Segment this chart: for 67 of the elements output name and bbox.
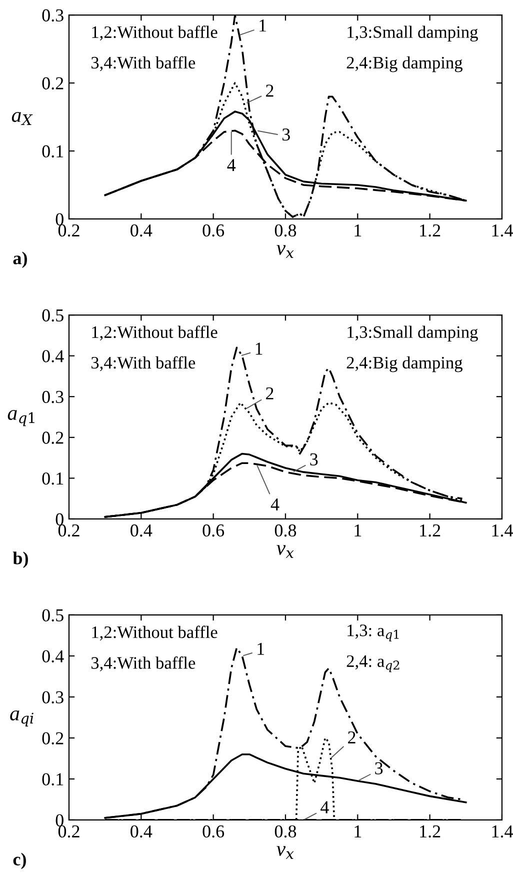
annotation: 2,4: a$_{q2}$ xyxy=(346,655,400,672)
annotation: 3 xyxy=(282,128,290,141)
x-tick-label: 0.4 xyxy=(130,524,152,537)
annotation: 2 xyxy=(266,387,274,400)
annotation: 1,3:Small damping xyxy=(348,26,478,42)
y-tick-label: 0 xyxy=(56,213,64,226)
annotation: 1,2:Without baffle xyxy=(92,626,218,641)
y-tick-label: 0 xyxy=(56,814,64,826)
x-tick-label: 0.4 xyxy=(130,224,152,237)
x-tick-label: 0.8 xyxy=(274,224,296,237)
x-axis-title: ν$_{x}$ xyxy=(276,245,294,258)
x-tick-label: 1 xyxy=(354,825,362,838)
x-tick-label: 0.8 xyxy=(274,825,296,838)
y-tick-label: 0.4 xyxy=(42,350,64,362)
text: b) xyxy=(12,552,28,568)
x-tick-label: 0.6 xyxy=(202,825,224,838)
x-tick-label: 1.4 xyxy=(492,224,513,237)
annotation: 4 xyxy=(320,801,329,814)
annotation: 3,4:With baffle xyxy=(91,56,196,72)
annotation: 3 xyxy=(375,762,383,774)
x-tick-label: 0.6 xyxy=(202,524,224,537)
y-tick-label: 0.2 xyxy=(42,732,64,744)
annotation: 4 xyxy=(270,498,280,510)
y-tick-label: 0.3 xyxy=(42,691,64,704)
text: c) xyxy=(13,852,26,870)
annotation: 3,4:With baffle xyxy=(91,656,196,672)
y-tick-label: 0.2 xyxy=(42,77,64,90)
y-tick-label: 0.4 xyxy=(42,650,64,662)
annotation: 1 xyxy=(260,20,266,32)
annotation: 1,2:Without baffle xyxy=(92,326,218,341)
x-tick-label: 1 xyxy=(354,224,362,236)
annotation: 2,4:Big damping xyxy=(346,56,462,72)
annotation: 1,3:Small damping xyxy=(348,326,478,342)
x-tick-label: 1.4 xyxy=(492,825,513,838)
y-axis-title: a$_{qi}$ xyxy=(10,710,34,727)
y-tick-label: 0.1 xyxy=(42,472,64,485)
x-tick-label: 1.2 xyxy=(420,524,440,537)
annotation: 1,3: a$_{q1}$ xyxy=(348,624,399,642)
x-tick-label: 1 xyxy=(354,524,362,536)
x-tick-label: 1.2 xyxy=(420,825,440,838)
annotation: 1,2:Without baffle xyxy=(92,26,218,40)
annotation: 2 xyxy=(348,731,356,744)
annotation: 4 xyxy=(227,159,236,172)
x-axis-title: ν$_{x}$ xyxy=(276,545,294,558)
y-tick-label: 0.1 xyxy=(42,773,64,786)
y-tick-label: 0 xyxy=(56,513,64,526)
y-tick-label: 0.2 xyxy=(42,432,64,444)
x-tick-label: 0.8 xyxy=(274,524,296,537)
x-tick-label: 0.6 xyxy=(202,224,224,237)
text: a) xyxy=(13,252,27,268)
y-tick-label: 0.5 xyxy=(42,609,64,622)
annotation: 1 xyxy=(256,342,262,355)
annotation: 1 xyxy=(258,642,264,655)
annotation: 2,4:Big damping xyxy=(346,356,462,372)
annotation: 3 xyxy=(310,453,318,466)
y-tick-label: 0.3 xyxy=(42,390,64,404)
y-axis-title: a$_{X}$ xyxy=(12,112,33,126)
x-tick-label: 1.4 xyxy=(492,524,513,537)
y-tick-label: 0.5 xyxy=(42,309,64,322)
x-tick-label: 1.2 xyxy=(420,224,440,237)
y-tick-label: 0.3 xyxy=(42,9,64,22)
y-axis-title: a$_{q1}$ xyxy=(8,410,34,426)
annotation: 2 xyxy=(266,84,274,97)
x-axis-title: ν$_{x}$ xyxy=(276,846,294,859)
x-tick-label: 0.4 xyxy=(130,825,152,838)
annotation: 3,4:With baffle xyxy=(91,356,196,372)
y-tick-label: 0.1 xyxy=(42,145,64,158)
